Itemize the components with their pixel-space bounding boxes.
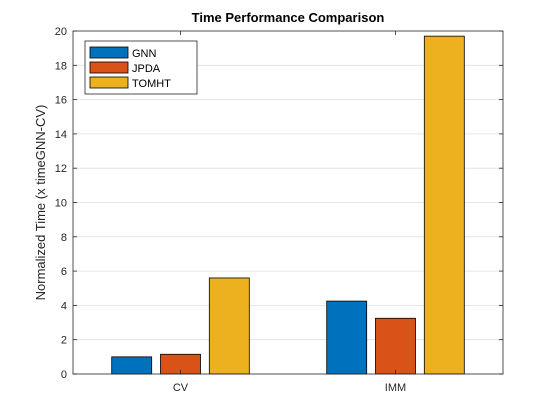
bar-gnn-cv — [111, 356, 153, 375]
legend: GNN JPDA TOMHT — [84, 40, 198, 95]
legend-label-tomht: TOMHT — [132, 78, 171, 90]
y-axis: 0 2 4 6 8 10 12 14 16 18 20 — [55, 26, 503, 381]
y-tick-label: 10 — [55, 198, 67, 210]
y-tick-label: 14 — [55, 129, 67, 141]
y-tick-label: 2 — [61, 335, 67, 347]
legend-swatch-gnn — [89, 46, 129, 59]
bars — [111, 35, 465, 375]
y-tick-label: 20 — [55, 26, 67, 38]
x-tick-label: IMM — [385, 382, 406, 394]
y-tick-label: 6 — [61, 266, 67, 278]
x-axis: CV IMM — [173, 31, 406, 394]
legend-label-jpda: JPDA — [132, 63, 161, 75]
bar-jpda-imm — [375, 317, 416, 375]
bar-gnn-imm — [326, 300, 368, 375]
bar-tomht-cv — [208, 277, 250, 375]
legend-swatch-tomht — [89, 76, 129, 89]
y-tick-label: 0 — [61, 369, 67, 381]
y-axis-label: Normalized Time (x timeGNN-CV) — [33, 105, 48, 301]
y-tick-label: 18 — [55, 60, 67, 72]
bar-tomht-imm — [423, 35, 465, 375]
chart-title: Time Performance Comparison — [192, 10, 385, 25]
y-tick-label: 16 — [55, 95, 67, 107]
y-tick-label: 4 — [61, 300, 67, 312]
y-tick-label: 12 — [55, 163, 67, 175]
y-tick-label: 8 — [61, 232, 67, 244]
legend-swatch-jpda — [89, 61, 129, 74]
x-tick-label: CV — [173, 382, 189, 394]
legend-label-gnn: GNN — [132, 48, 157, 60]
